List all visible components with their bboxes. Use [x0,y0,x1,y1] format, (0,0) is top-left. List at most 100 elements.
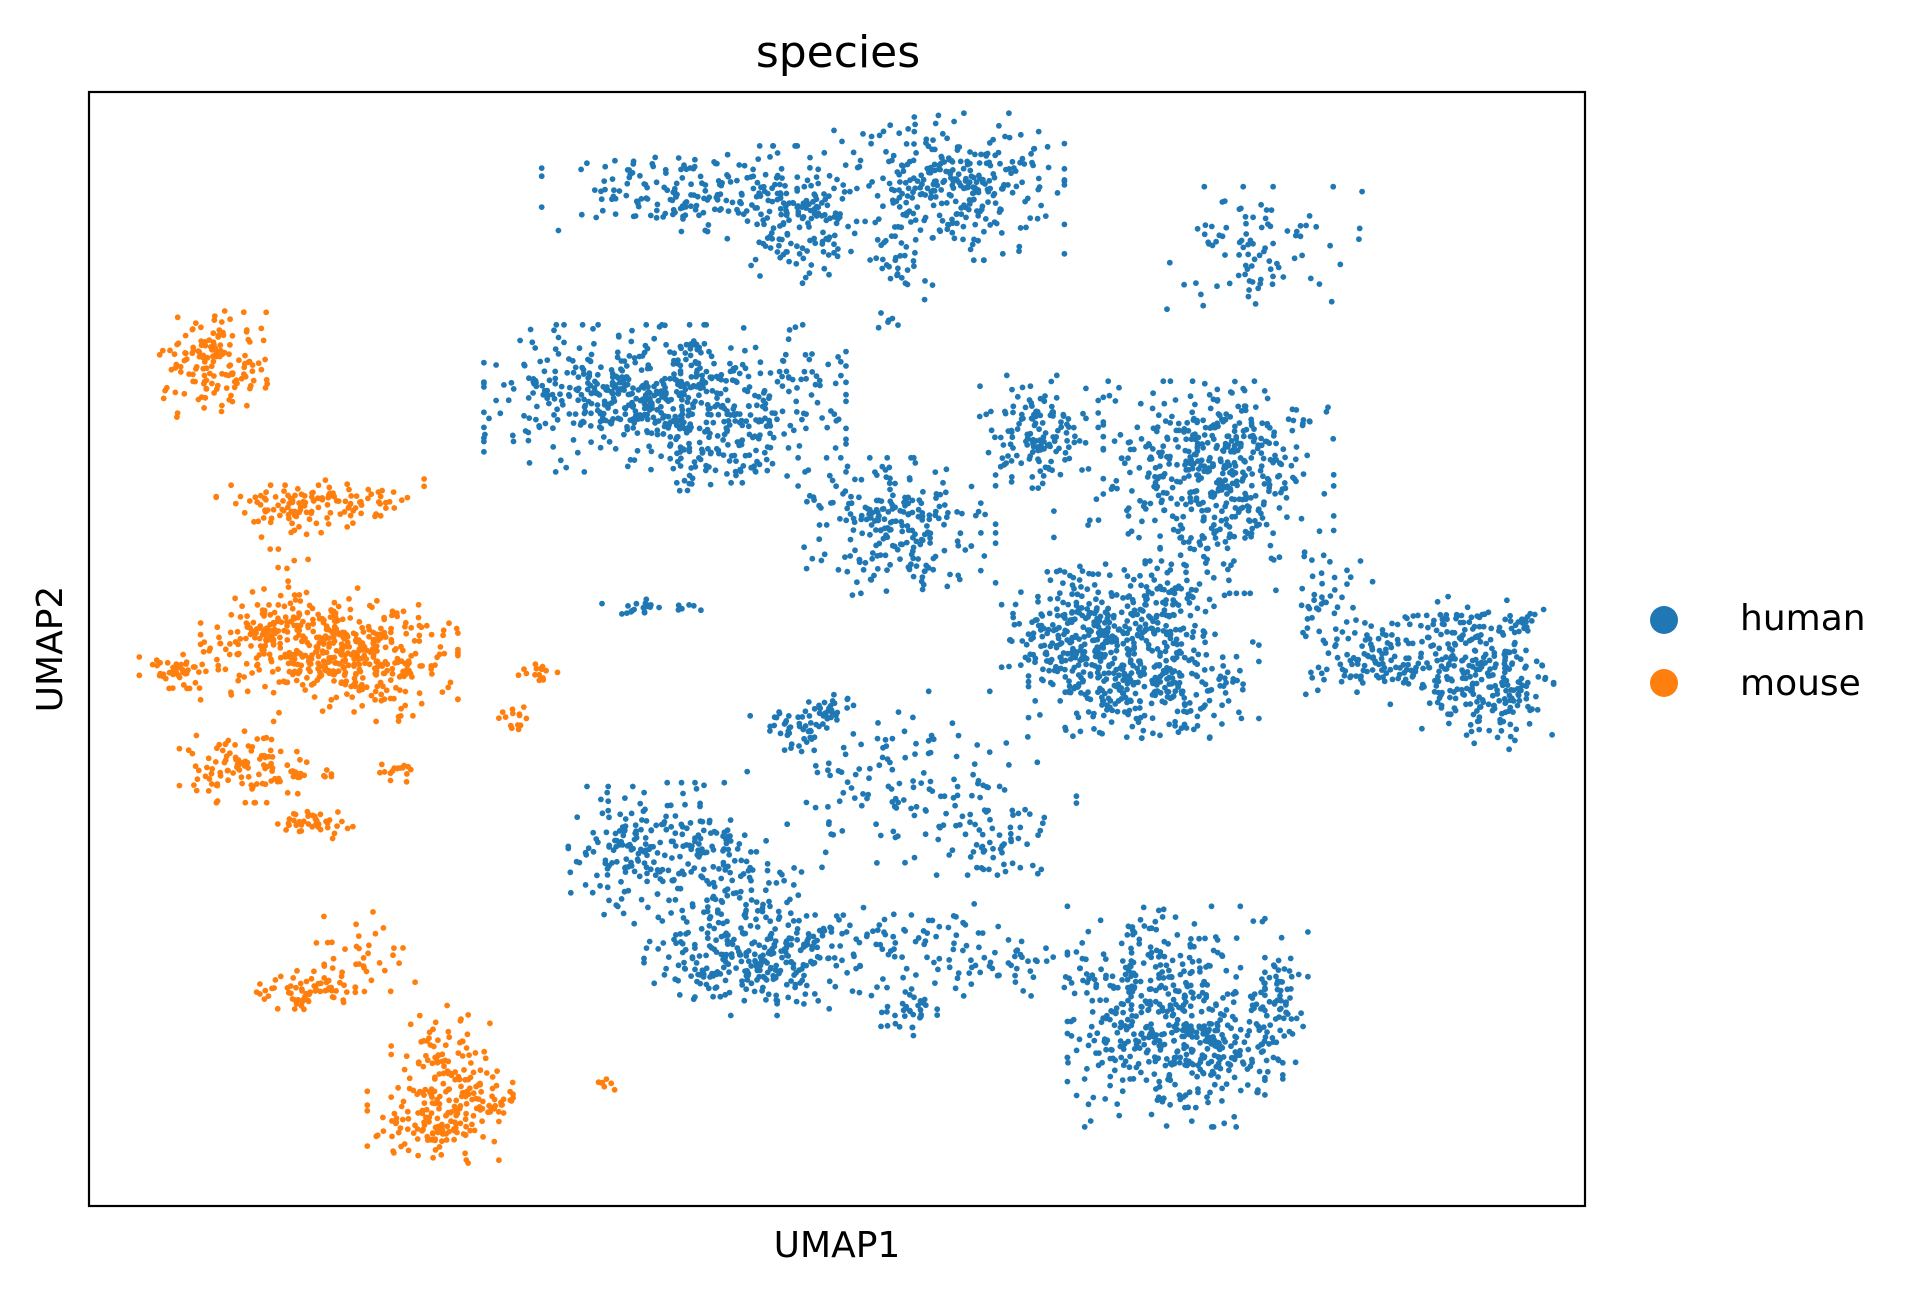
data-point-human-c6 [626,353,633,359]
data-point-human-c34 [892,1020,899,1027]
data-point-human-c27 [603,829,610,836]
data-point-human-c16 [1369,578,1376,585]
data-point-human-c2 [910,210,917,217]
data-point-human-c11 [1177,552,1184,559]
data-point-human-c26 [978,865,985,871]
data-point-human-c2 [936,162,943,169]
data-point-human-c2 [999,250,1006,257]
data-point-human-c35 [1122,971,1129,978]
data-point-human-c17 [1415,660,1422,667]
data-point-human-c14 [1129,723,1136,730]
data-point-human-c33 [857,962,863,969]
data-point-human-c6 [510,386,517,392]
data-point-human-c14 [1181,695,1188,701]
data-point-human-c5 [1267,223,1274,230]
data-point-human-c15 [1192,622,1198,629]
data-point-human-c1 [839,195,846,202]
data-point-human-c15 [1147,558,1153,564]
data-point-human-c27 [606,897,612,904]
data-point-human-c6 [493,397,499,404]
data-point-human-c14 [1189,634,1196,641]
data-point-human-c28 [710,863,717,870]
data-point-human-c35 [1138,992,1145,999]
data-point-human-c2 [931,161,938,168]
data-point-human-c0 [641,181,648,187]
data-point-human-c17 [1370,654,1377,661]
data-point-human-c27 [642,841,649,847]
data-point-human-c35 [1233,1124,1240,1130]
data-point-human-c8 [858,516,865,523]
data-point-human-c14 [1085,709,1092,715]
data-point-human-c10 [1261,388,1268,394]
data-point-human-c9 [1064,437,1070,444]
data-point-human-c17 [1373,672,1380,679]
data-point-human-c35 [1118,1054,1125,1061]
data-point-human-c33 [1005,937,1012,943]
data-point-human-c17 [1343,619,1350,625]
data-point-human-c11 [1241,590,1248,597]
data-point-human-c14 [1209,665,1215,672]
data-point-human-c31 [778,948,785,954]
data-point-human-c34 [878,1023,884,1030]
data-point-human-c19 [1474,613,1481,619]
data-point-human-c6 [679,396,685,403]
data-point-human-c25 [835,767,842,774]
data-point-human-c2 [911,128,918,135]
data-point-human-c27 [628,846,635,853]
data-point-human-c28 [721,779,728,786]
data-point-human-c8 [917,541,924,548]
data-point-human-c9 [1079,467,1085,473]
data-point-human-c31 [727,1012,734,1019]
data-point-human-c15 [1203,651,1210,658]
data-point-human-c29 [787,896,793,903]
data-point-human-c10 [1298,515,1305,522]
data-point-human-c17 [1388,657,1395,664]
data-point-human-c8 [862,504,869,511]
data-point-human-c26 [989,825,996,832]
data-point-human-c35 [1089,1009,1096,1015]
data-point-human-c2 [880,175,886,182]
data-point-human-c8 [860,566,867,573]
data-point-human-c14 [1206,697,1213,704]
data-point-human-c6 [785,374,792,380]
data-point-human-c6 [647,402,653,408]
data-point-human-c35 [1138,1069,1144,1076]
data-point-human-c33 [968,957,974,964]
data-point-human-c6 [701,340,708,347]
data-point-human-c17 [1436,645,1443,652]
data-point-human-c35 [1181,968,1187,975]
data-point-human-c19 [1423,612,1430,619]
data-point-human-c18 [1476,726,1483,733]
data-point-human-c18 [1434,699,1441,706]
data-point-human-c1 [806,270,813,277]
data-point-human-c2 [967,167,974,174]
data-point-human-c19 [1466,619,1473,626]
data-point-human-c0 [697,173,704,180]
data-point-human-c6 [711,360,717,367]
data-point-human-c15 [1196,581,1203,587]
data-point-human-c10 [1225,433,1232,440]
data-point-human-c28 [644,870,650,877]
data-point-human-c25 [975,777,982,784]
data-point-human-c33 [873,941,880,948]
data-point-human-c28 [738,857,745,864]
data-point-human-c2 [974,208,980,214]
data-point-human-c11 [1187,489,1193,496]
data-point-human-c35 [1146,925,1153,932]
data-point-human-c2 [1038,202,1044,209]
data-point-human-c27 [622,795,628,801]
data-point-human-c6 [838,372,844,379]
data-point-human-c25 [977,794,983,801]
data-point-human-c26 [994,872,1001,878]
data-point-human-c12 [1155,492,1162,499]
data-point-human-c1 [822,196,829,203]
data-point-human-c6 [745,373,752,380]
data-point-human-c8 [852,476,858,483]
data-point-human-c35 [1197,1039,1203,1046]
data-point-human-c6 [681,391,687,398]
data-point-human-c15 [1138,582,1144,589]
data-point-human-c15 [1141,593,1148,599]
data-point-human-c22 [690,602,697,609]
data-point-human-c25 [840,744,847,751]
data-point-human-c28 [713,830,720,836]
